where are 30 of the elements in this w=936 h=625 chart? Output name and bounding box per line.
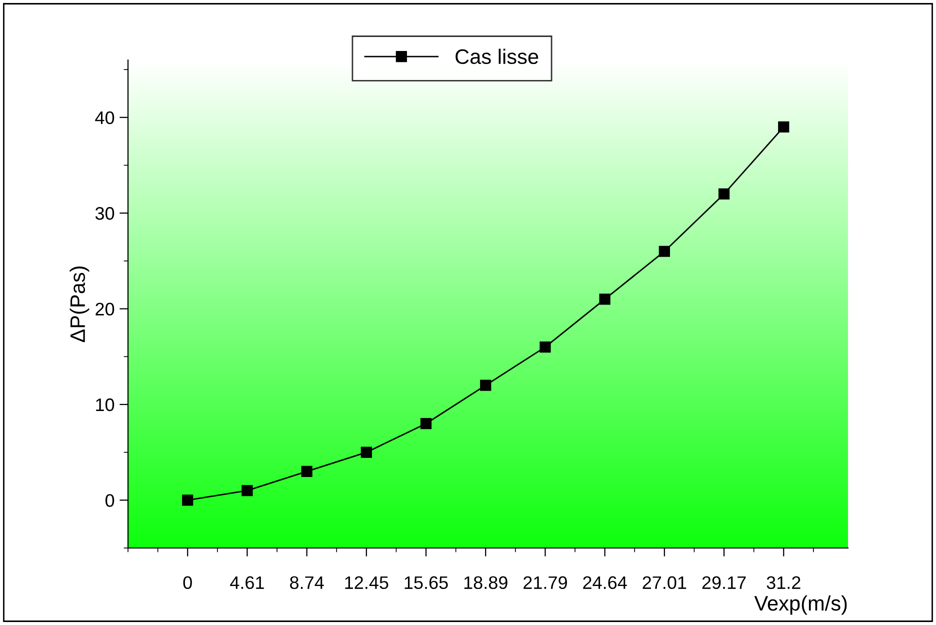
y-tick-label: 0 bbox=[105, 494, 114, 507]
point bbox=[658, 246, 670, 257]
x-tick-label: 8.74 bbox=[290, 576, 324, 590]
x-tick-label: 31.2 bbox=[766, 576, 800, 590]
point bbox=[540, 342, 551, 353]
point bbox=[718, 188, 730, 200]
point bbox=[480, 380, 492, 391]
x-tick-label: 29.17 bbox=[702, 576, 746, 590]
point bbox=[778, 121, 790, 133]
x-tick-label: 24.64 bbox=[583, 576, 627, 590]
x-tick-label: 15.65 bbox=[404, 576, 448, 590]
point bbox=[360, 446, 372, 458]
point bbox=[182, 494, 194, 506]
point bbox=[242, 485, 253, 496]
y-tick-label: 40 bbox=[95, 111, 114, 124]
y-axis-title: ΔP(Pas) bbox=[70, 266, 90, 342]
x-tick-label: 18.89 bbox=[464, 576, 508, 590]
point bbox=[599, 294, 610, 305]
point bbox=[301, 466, 312, 478]
legend-label: Cas lisse bbox=[456, 48, 538, 64]
y-tick-label: 30 bbox=[95, 207, 114, 220]
x-tick-label: 0 bbox=[183, 576, 192, 590]
point bbox=[420, 418, 432, 430]
x-tick-label: 4.61 bbox=[230, 576, 264, 590]
x-axis-title: Vexp(m/s) bbox=[754, 595, 847, 615]
x-tick-label: 21.79 bbox=[524, 576, 567, 590]
y-tick-label: 20 bbox=[96, 302, 114, 316]
x-tick-label: 12.45 bbox=[345, 576, 388, 590]
y-tick-label: 10 bbox=[96, 398, 114, 412]
x-tick-label: 27.01 bbox=[642, 576, 686, 590]
